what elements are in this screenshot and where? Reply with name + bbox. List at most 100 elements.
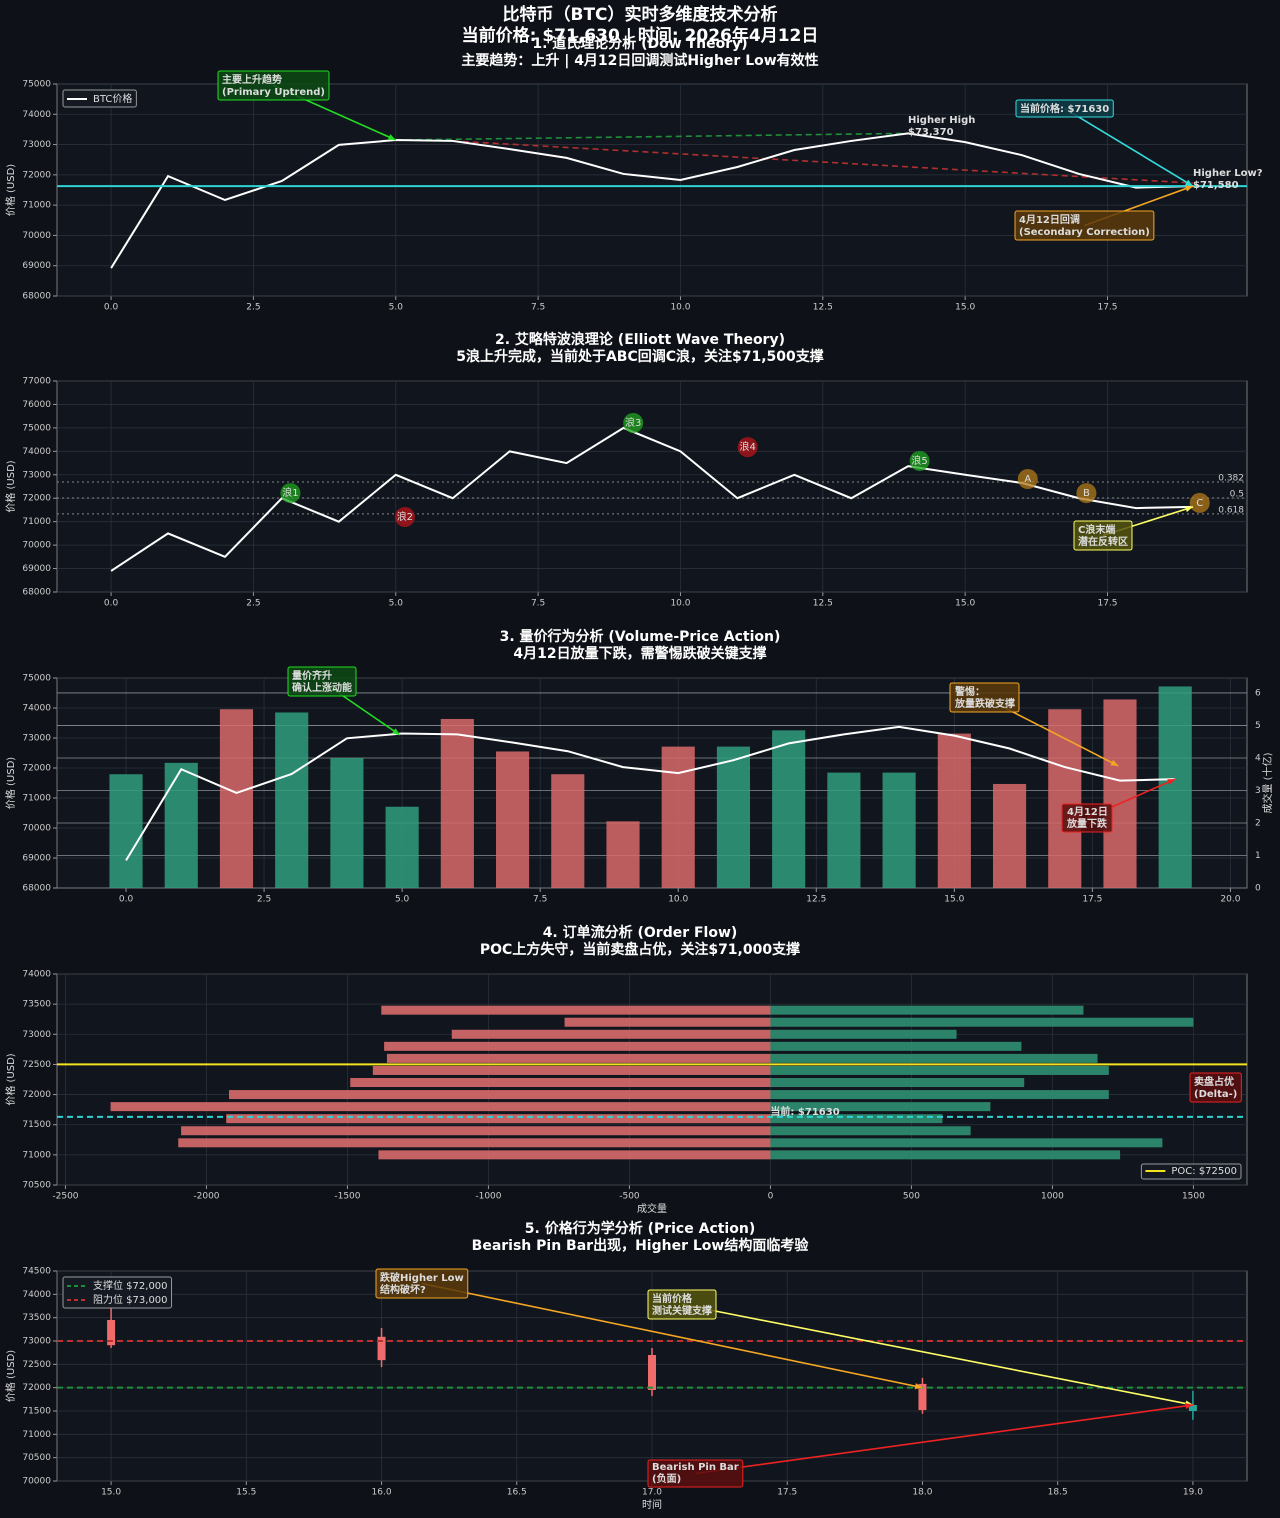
wave-marker — [737, 437, 758, 458]
price-line — [110, 132, 1193, 269]
annotation-line: C浪末端 — [1078, 523, 1115, 536]
arrow-head — [1185, 1402, 1193, 1410]
order-bar — [770, 1090, 1109, 1100]
y-tick-label: 68000 — [22, 588, 51, 598]
order-bar — [770, 1138, 1163, 1148]
order-bar — [226, 1114, 771, 1124]
y-tick-label: 75000 — [22, 80, 51, 90]
volume-bar — [496, 751, 530, 888]
fib-label: 0.382 — [1218, 474, 1244, 484]
volume-bar — [330, 757, 364, 888]
arrow-head — [1110, 759, 1119, 766]
order-bar — [770, 1126, 971, 1136]
volume-bar — [109, 774, 143, 888]
x-tick-label: 17.5 — [1082, 895, 1102, 905]
order-bar — [372, 1065, 771, 1075]
volume-bar — [1158, 686, 1192, 888]
annotation-arrow — [1064, 107, 1194, 187]
annotation-pointer — [695, 1402, 1194, 1475]
annotation-line: Higher Low? — [1193, 168, 1263, 179]
y-tick-label: 70000 — [22, 1477, 51, 1487]
annotation: 4月12日回调(Secondary Correction) — [1014, 185, 1194, 241]
wave-marker — [1189, 492, 1210, 513]
x-tick-label: 5.0 — [389, 303, 404, 313]
order-bar — [384, 1041, 771, 1051]
fib-label: 0.618 — [1218, 505, 1244, 515]
y-tick-label: 73500 — [22, 1000, 51, 1010]
y-tick-label: 76000 — [22, 400, 51, 410]
x-tick-label: -1000 — [475, 1192, 501, 1202]
y2-tick-label: 1 — [1255, 851, 1261, 861]
chart-subtitle: POC上方失守，当前卖盘占优，关注$71,000支撑 — [480, 941, 800, 958]
box — [62, 1276, 173, 1309]
x-tick-label: 12.5 — [813, 599, 833, 609]
x-axis-label: 成交量 — [637, 1202, 667, 1215]
candle-body — [107, 1320, 116, 1346]
y-tick-label: 68000 — [22, 292, 51, 302]
y-tick-label: 72500 — [22, 1060, 51, 1070]
x-tick-label: 17.0 — [642, 1488, 662, 1498]
y-tick-label: 72000 — [22, 494, 51, 504]
annotation: 主要上升趋势(Primary Uptrend) — [217, 70, 397, 141]
volume-bar — [164, 762, 198, 888]
annotation: 4月12日放量下跌 — [1061, 778, 1176, 833]
x-tick-label: 16.5 — [507, 1488, 527, 1498]
annotation-text: Higher High$73,370 — [908, 115, 975, 138]
order-bar — [770, 1150, 1121, 1160]
y-tick-label: 68000 — [22, 884, 51, 894]
y-tick-label: 69000 — [22, 261, 51, 271]
wave-label: 浪4 — [739, 440, 755, 453]
annotation: 卖盘占优(Delta-) — [1189, 1072, 1242, 1103]
chart-subtitle: 5浪上升完成，当前处于ABC回调C浪，关注$71,500支撑 — [456, 348, 824, 365]
y-tick-label: 72000 — [22, 764, 51, 774]
wave-label: 浪1 — [282, 486, 298, 499]
annotation-text: 主要上升趋势(Primary Uptrend) — [217, 70, 330, 101]
annotation-arrow — [681, 1303, 1194, 1406]
y-tick-label: 71500 — [22, 1120, 51, 1130]
annotation-arrow — [421, 1282, 923, 1389]
annotation-line: 卖盘占优 — [1194, 1075, 1234, 1088]
chart-title: 3. 量价行为分析 (Volume-Price Action) — [500, 628, 781, 645]
x-tick-label: 15.0 — [955, 599, 975, 609]
x-tick-label: 15.0 — [955, 303, 975, 313]
order-bar — [229, 1090, 771, 1100]
annotation: 当前价格: $71630 — [1015, 99, 1194, 187]
x-tick-label: -2000 — [193, 1192, 219, 1202]
y-tick-label: 77000 — [22, 377, 51, 387]
x-tick-label: 10.0 — [670, 303, 690, 313]
box — [1073, 520, 1133, 551]
x-tick-label: 16.0 — [372, 1488, 392, 1498]
page-title: 比特币（BTC）实时多维度技术分析 — [502, 4, 777, 25]
y-tick-label: 74500 — [22, 1267, 51, 1277]
chart-title: 2. 艾略特波浪理论 (Elliott Wave Theory) — [495, 331, 785, 348]
annotation-line: $73,370 — [908, 127, 954, 138]
x-tick-label: 18.0 — [912, 1488, 932, 1498]
x-tick-label: 12.5 — [806, 895, 826, 905]
box — [647, 1459, 744, 1488]
annotation-text: 卖盘占优(Delta-) — [1189, 1072, 1242, 1103]
annotation-line: 量价齐升 — [292, 669, 332, 682]
y-axis-label: 价格 (USD) — [4, 460, 17, 512]
y-tick-label: 74000 — [22, 704, 51, 714]
y-tick-label: 71500 — [22, 1407, 51, 1417]
x-tick-label: 12.5 — [813, 303, 833, 313]
y-tick-label: 72000 — [22, 1383, 51, 1393]
volume-bar — [1048, 709, 1082, 888]
volume-bar — [772, 730, 806, 888]
order-bar — [770, 1029, 957, 1039]
annotation-text: 当前价格: $71630 — [1015, 99, 1114, 118]
box — [287, 666, 357, 697]
y-tick-label: 75000 — [22, 423, 51, 433]
box — [217, 70, 330, 101]
wave-marker — [1076, 483, 1097, 504]
annotation-line: (负面) — [652, 1472, 681, 1485]
y2-tick-label: 4 — [1255, 753, 1261, 763]
box — [647, 1289, 717, 1320]
wave-marker — [1017, 468, 1038, 489]
